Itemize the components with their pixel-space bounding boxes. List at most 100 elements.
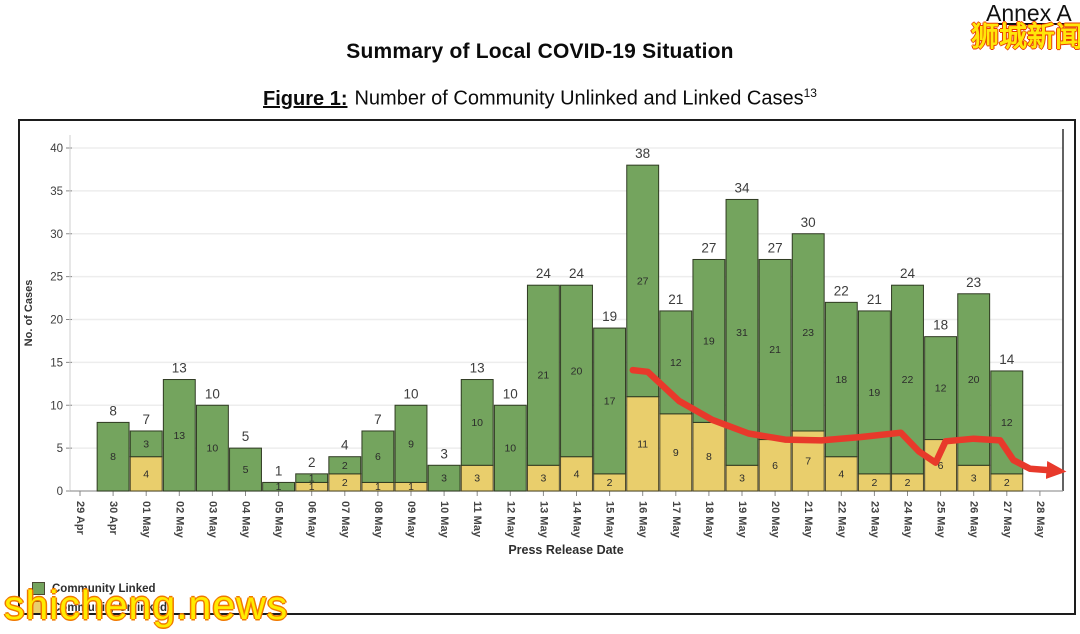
svg-text:3: 3 (441, 473, 447, 485)
svg-text:25 May: 25 May (935, 501, 947, 539)
svg-text:22 May: 22 May (835, 501, 847, 539)
figure-footnote-ref: 13 (803, 86, 817, 100)
svg-text:0: 0 (57, 486, 63, 498)
svg-text:24: 24 (536, 266, 552, 281)
svg-text:8: 8 (109, 403, 117, 418)
svg-text:21: 21 (769, 344, 781, 356)
svg-text:26 May: 26 May (968, 501, 980, 539)
svg-text:21: 21 (668, 292, 683, 307)
svg-text:10: 10 (504, 443, 516, 455)
svg-text:23: 23 (802, 327, 814, 339)
svg-text:08 May: 08 May (372, 501, 384, 539)
svg-text:18 May: 18 May (703, 501, 715, 539)
svg-text:13: 13 (173, 430, 185, 442)
figure-label: Figure 1: (263, 87, 348, 110)
svg-text:3: 3 (143, 438, 149, 450)
svg-text:40: 40 (50, 143, 63, 155)
svg-text:23 May: 23 May (868, 501, 880, 539)
svg-text:31: 31 (736, 327, 748, 339)
svg-text:7: 7 (142, 412, 150, 427)
svg-text:24: 24 (900, 266, 916, 281)
svg-text:10: 10 (50, 400, 63, 412)
svg-text:1: 1 (275, 463, 283, 478)
svg-text:20: 20 (968, 374, 980, 386)
svg-text:30: 30 (50, 229, 63, 241)
svg-text:10: 10 (471, 417, 483, 429)
svg-text:3: 3 (474, 473, 480, 485)
svg-text:6: 6 (375, 451, 381, 463)
svg-text:4: 4 (574, 468, 580, 480)
svg-text:10: 10 (207, 443, 219, 455)
svg-text:18: 18 (933, 318, 948, 333)
svg-text:5: 5 (57, 443, 63, 455)
svg-text:21: 21 (867, 292, 882, 307)
svg-text:05 May: 05 May (273, 501, 285, 539)
svg-text:1: 1 (276, 481, 282, 493)
chart-container: 0 5 10 15 20 25 30 35 40 29 Apr 30 Apr 8 8 01 May 4 3 7 0… (18, 119, 1076, 615)
legend: Community Linked Community Unlinked (32, 579, 168, 614)
legend-swatch-unlinked (32, 601, 45, 613)
svg-text:2: 2 (342, 477, 348, 489)
svg-text:02 May: 02 May (173, 501, 185, 539)
svg-text:38: 38 (635, 146, 650, 161)
svg-text:09 May: 09 May (405, 501, 417, 539)
svg-text:30 Apr: 30 Apr (107, 501, 119, 536)
watermark-chinese: 狮城新闻 (970, 21, 1080, 52)
svg-text:24: 24 (569, 266, 585, 281)
svg-text:04 May: 04 May (240, 501, 252, 539)
svg-text:15 May: 15 May (604, 501, 616, 539)
svg-text:2: 2 (607, 477, 613, 489)
svg-text:2: 2 (1004, 477, 1010, 489)
svg-text:19: 19 (869, 387, 881, 399)
svg-text:11 May: 11 May (471, 501, 483, 538)
figure-caption: Figure 1: Number of Community Unlinked an… (0, 86, 1080, 111)
svg-text:17 May: 17 May (670, 501, 682, 539)
legend-label-unlinked: Community Unlinked (52, 601, 168, 614)
svg-text:10 May: 10 May (438, 501, 450, 539)
svg-text:2: 2 (871, 477, 877, 489)
svg-text:1: 1 (309, 481, 315, 493)
svg-text:4: 4 (143, 468, 149, 480)
svg-text:18: 18 (835, 374, 847, 386)
svg-text:06 May: 06 May (306, 501, 318, 539)
svg-text:19 May: 19 May (736, 501, 748, 539)
svg-text:22: 22 (834, 283, 849, 298)
legend-item-community-linked: Community Linked (32, 579, 167, 598)
svg-text:6: 6 (938, 460, 944, 472)
svg-text:3: 3 (440, 446, 448, 461)
page-title: Summary of Local COVID-19 Situation (346, 40, 734, 64)
watermark-shicheng-news: shicheng.news (4, 582, 289, 628)
svg-text:16 May: 16 May (637, 501, 649, 539)
svg-text:19: 19 (703, 335, 715, 347)
svg-text:Press Release Date: Press Release Date (508, 543, 623, 557)
svg-text:3: 3 (971, 473, 977, 485)
svg-text:8: 8 (110, 451, 116, 463)
svg-text:14 May: 14 May (571, 501, 583, 539)
legend-label-linked: Community Linked (52, 582, 156, 595)
svg-text:21: 21 (538, 370, 550, 382)
svg-text:29 Apr: 29 Apr (74, 501, 86, 536)
svg-text:21 May: 21 May (802, 501, 814, 539)
svg-text:9: 9 (408, 438, 414, 450)
svg-text:07 May: 07 May (339, 501, 351, 539)
svg-text:17: 17 (604, 395, 616, 407)
svg-text:20: 20 (50, 315, 63, 327)
legend-item-community-unlinked: Community Unlinked (32, 598, 168, 614)
svg-text:10: 10 (503, 386, 518, 401)
svg-text:7: 7 (805, 455, 811, 467)
svg-text:4: 4 (341, 438, 349, 453)
svg-text:24 May: 24 May (902, 501, 914, 539)
svg-text:27 May: 27 May (1001, 501, 1013, 539)
svg-text:2: 2 (342, 460, 348, 472)
svg-text:10: 10 (205, 386, 220, 401)
svg-text:27: 27 (768, 240, 783, 255)
svg-text:27: 27 (701, 240, 716, 255)
svg-text:12 May: 12 May (504, 501, 516, 539)
svg-text:13: 13 (470, 361, 485, 376)
svg-text:7: 7 (374, 412, 382, 427)
figure-caption-text: Number of Community Unlinked and Linked … (354, 87, 804, 110)
svg-text:4: 4 (838, 468, 844, 480)
svg-text:6: 6 (772, 460, 778, 472)
svg-text:25: 25 (50, 272, 63, 284)
annex-label: Annex A (986, 0, 1072, 26)
